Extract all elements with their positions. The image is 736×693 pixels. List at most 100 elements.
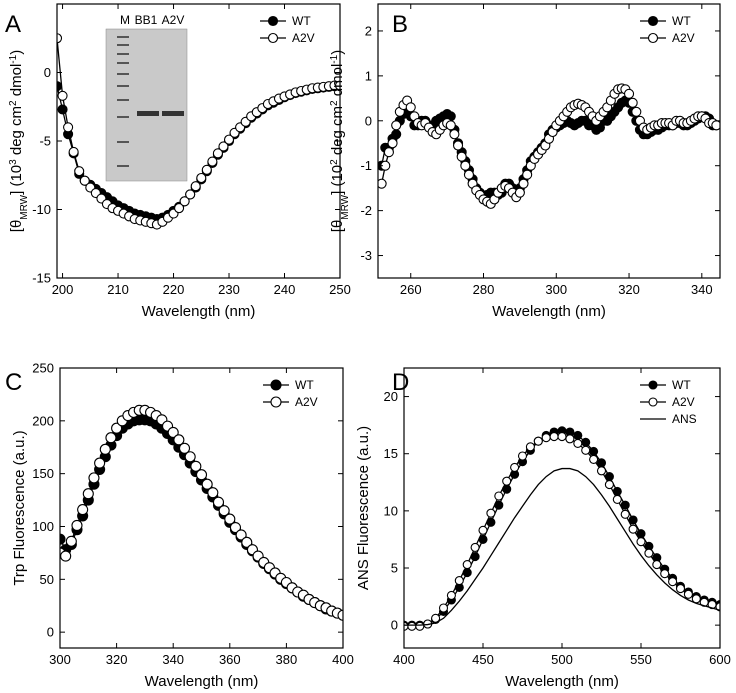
y-axis-title-part: deg cm — [8, 106, 25, 159]
x-tick-label: 340 — [691, 282, 713, 297]
data-point — [683, 589, 693, 599]
panel-letter: C — [5, 369, 22, 396]
data-point — [644, 548, 654, 558]
y-tick-label: 10 — [384, 503, 398, 518]
data-point — [224, 513, 236, 525]
data-point — [581, 437, 591, 447]
y-axis-title-part: ) — [329, 50, 346, 55]
data-point — [337, 609, 343, 621]
data-point — [201, 164, 212, 175]
data-point — [675, 584, 686, 594]
series — [57, 81, 340, 225]
gel-inset — [105, 28, 188, 182]
data-point — [184, 451, 196, 463]
y-tick-label: 250 — [32, 361, 54, 376]
y-tick-label: -5 — [39, 134, 51, 149]
x-tick-label: 210 — [107, 282, 129, 297]
x-tick-label: 320 — [106, 652, 128, 667]
data-point — [88, 472, 100, 484]
data-point — [71, 519, 83, 531]
y-tick-label: 20 — [384, 389, 398, 404]
plot-frame — [377, 3, 721, 279]
data-point — [415, 621, 425, 631]
data-point — [660, 569, 670, 579]
data-point — [387, 138, 398, 149]
data-point — [631, 106, 642, 117]
x-tick-label: 280 — [473, 282, 495, 297]
data-point — [378, 178, 387, 189]
y-axis-title-part: 3 — [8, 159, 19, 165]
data-point — [541, 433, 551, 443]
x-tick-label: 300 — [49, 652, 71, 667]
legend-marker — [648, 397, 658, 407]
legend-label: WT — [672, 14, 691, 28]
data-point — [179, 196, 190, 207]
y-tick-label: 1 — [365, 68, 372, 83]
panel-letter: B — [392, 11, 408, 38]
data-point — [462, 560, 472, 570]
series — [404, 467, 720, 626]
y-axis-title-part: ] (10 — [329, 165, 346, 195]
data-point — [514, 187, 525, 198]
data-point — [111, 422, 123, 434]
data-point — [223, 134, 235, 145]
y-tick-label: -3 — [360, 248, 372, 263]
x-axis-title: Wavelength (nm) — [505, 673, 619, 690]
data-point — [207, 156, 218, 167]
gel-band — [162, 111, 184, 116]
data-point — [190, 181, 201, 192]
y-axis-title: [θMRW] (103 deg cm2 dmol-1) — [8, 50, 30, 232]
data-point — [522, 169, 533, 180]
data-point — [557, 432, 567, 442]
data-point — [105, 432, 117, 444]
series-line — [404, 467, 720, 626]
data-point — [668, 577, 678, 587]
x-tick-label: 220 — [163, 282, 185, 297]
data-point — [235, 529, 247, 541]
data-point — [486, 508, 496, 518]
data-point — [94, 457, 106, 469]
data-point — [174, 203, 185, 214]
y-tick-label: 5 — [391, 561, 398, 576]
gel-band — [137, 111, 159, 116]
data-point — [99, 443, 111, 455]
x-tick-label: 250 — [329, 282, 351, 297]
series — [57, 33, 340, 230]
y-tick-label: 150 — [32, 466, 54, 481]
data-point — [510, 462, 520, 472]
data-point — [334, 80, 340, 91]
data-point — [218, 505, 230, 517]
y-axis-title-part: dmol — [329, 64, 346, 101]
y-tick-label: 2 — [365, 23, 372, 38]
data-point — [596, 458, 607, 468]
data-point — [82, 488, 94, 500]
data-point — [207, 487, 219, 499]
y-tick-label: 0 — [47, 625, 54, 640]
gel-lane-label: M — [120, 13, 130, 27]
x-tick-label: 450 — [472, 652, 494, 667]
y-axis-title-part: [θ — [329, 220, 346, 233]
data-point — [229, 521, 242, 534]
data-point — [596, 466, 607, 476]
x-tick-label: 400 — [332, 652, 354, 667]
legend-label: ANS — [672, 412, 697, 426]
data-point — [212, 496, 225, 508]
data-point — [478, 525, 488, 535]
data-point — [391, 120, 402, 131]
x-tick-label: 320 — [618, 282, 640, 297]
data-point — [463, 169, 475, 180]
series — [60, 404, 343, 621]
data-point — [167, 426, 179, 439]
x-axis-title: Wavelength (nm) — [145, 673, 259, 690]
data-point — [446, 590, 456, 600]
x-tick-label: 380 — [276, 652, 298, 667]
data-point — [470, 542, 480, 552]
x-tick-label: 550 — [630, 652, 652, 667]
legend-label: A2V — [295, 395, 318, 409]
data-point — [589, 446, 599, 456]
legend-marker — [647, 32, 659, 44]
gel-lane-label: BB1 — [135, 13, 158, 27]
data-point — [195, 469, 208, 481]
data-point — [60, 550, 72, 562]
